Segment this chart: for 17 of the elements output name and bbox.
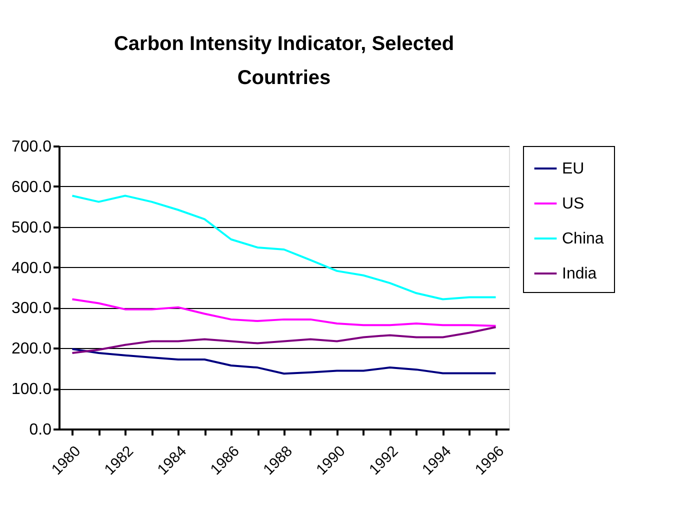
y-tick-label: 0.0 — [29, 422, 52, 438]
line-series — [71, 326, 497, 354]
y-tick-label: 100.0 — [11, 381, 52, 398]
legend-label: India — [562, 266, 597, 282]
y-tick-label: 200.0 — [11, 340, 52, 358]
line-series — [71, 348, 497, 375]
y-tick-label: 300.0 — [11, 300, 52, 318]
legend-label: China — [562, 230, 604, 248]
line-series — [71, 194, 497, 300]
chart-title: Carbon Intensity Indicator, Selected Countries — [114, 33, 454, 89]
y-tick-label: 600.0 — [11, 178, 52, 196]
legend-label: US — [562, 196, 584, 212]
line-series — [71, 298, 497, 327]
y-tick-label: 400.0 — [11, 260, 52, 277]
y-tick-label: 500.0 — [11, 219, 52, 236]
y-tick-label: 700.0 — [11, 138, 52, 156]
legend-label: EU — [562, 160, 584, 178]
